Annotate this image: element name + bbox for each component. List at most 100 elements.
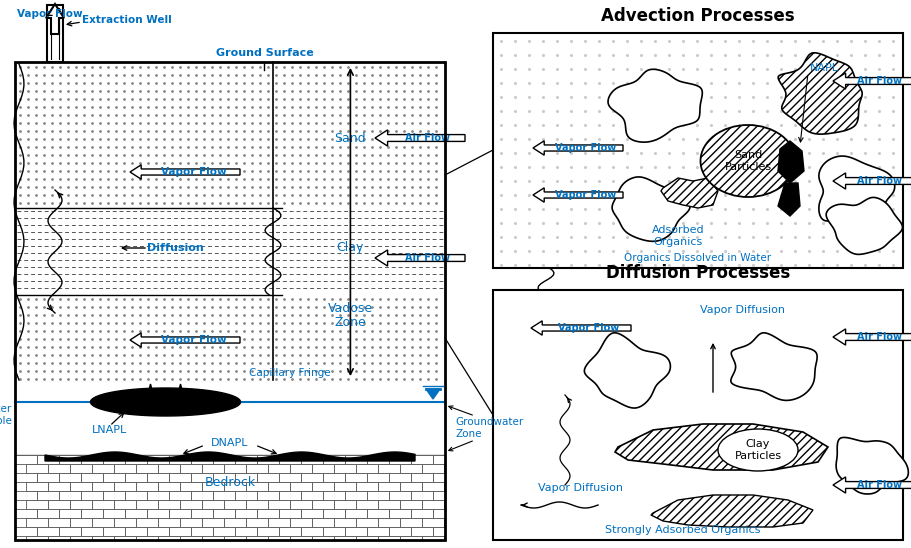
Ellipse shape: [718, 429, 798, 471]
Bar: [257, 473, 279, 482]
Bar: [59, 455, 81, 464]
Bar: [70, 482, 92, 491]
Bar: [202, 536, 224, 540]
Bar: [290, 536, 312, 540]
Bar: [411, 527, 433, 536]
Bar: [312, 518, 334, 527]
Bar: [48, 518, 70, 527]
Bar: [103, 455, 125, 464]
Bar: [422, 536, 444, 540]
Bar: [147, 509, 169, 518]
Bar: [367, 527, 389, 536]
Bar: [202, 482, 224, 491]
Bar: [158, 464, 180, 473]
Text: Groundwater
Table: Groundwater Table: [0, 404, 12, 426]
Bar: [169, 473, 191, 482]
Bar: [213, 473, 235, 482]
Bar: [191, 509, 213, 518]
Bar: [301, 527, 323, 536]
Bar: [224, 464, 246, 473]
Text: Bedrock: Bedrock: [204, 477, 256, 489]
Bar: [312, 536, 334, 540]
Bar: [367, 491, 389, 500]
Bar: [15, 491, 37, 500]
Bar: [158, 500, 180, 509]
Text: Air Flow: Air Flow: [857, 480, 902, 490]
Bar: [15, 402, 445, 455]
Bar: [114, 536, 136, 540]
Bar: [235, 491, 257, 500]
Bar: [158, 482, 180, 491]
Bar: [224, 500, 246, 509]
Bar: [191, 491, 213, 500]
Polygon shape: [833, 477, 911, 493]
Text: Diffusion: Diffusion: [147, 243, 203, 253]
Polygon shape: [612, 177, 690, 241]
Bar: [147, 491, 169, 500]
Text: Advection Processes: Advection Processes: [601, 7, 794, 25]
Polygon shape: [778, 183, 800, 216]
Polygon shape: [661, 178, 718, 208]
Polygon shape: [46, 4, 64, 34]
Text: Vapor Flow: Vapor Flow: [555, 190, 616, 200]
Bar: [493, 33, 903, 268]
Bar: [48, 482, 70, 491]
Text: LNAPL: LNAPL: [92, 425, 128, 435]
Bar: [125, 473, 147, 482]
Bar: [268, 464, 290, 473]
Polygon shape: [146, 384, 156, 404]
Bar: [169, 491, 191, 500]
Bar: [389, 527, 411, 536]
Bar: [81, 509, 103, 518]
Bar: [323, 473, 345, 482]
Bar: [37, 509, 59, 518]
Bar: [191, 527, 213, 536]
Bar: [70, 464, 92, 473]
Bar: [334, 464, 356, 473]
Bar: [103, 509, 125, 518]
Bar: [444, 518, 445, 527]
Bar: [114, 500, 136, 509]
Bar: [301, 509, 323, 518]
Bar: [279, 527, 301, 536]
Bar: [26, 482, 48, 491]
Text: Clay
Particles: Clay Particles: [734, 439, 782, 461]
Text: NAPL: NAPL: [810, 63, 839, 73]
Bar: [92, 500, 114, 509]
Text: Groundwater
Zone: Groundwater Zone: [455, 417, 523, 439]
Bar: [279, 509, 301, 518]
Bar: [345, 491, 367, 500]
Bar: [444, 482, 445, 491]
Bar: [268, 536, 290, 540]
Polygon shape: [833, 329, 911, 345]
Bar: [235, 527, 257, 536]
Polygon shape: [833, 173, 911, 189]
Bar: [433, 491, 445, 500]
Bar: [356, 464, 378, 473]
Bar: [400, 536, 422, 540]
Bar: [301, 491, 323, 500]
Bar: [224, 482, 246, 491]
Bar: [422, 500, 444, 509]
Text: Vapor Flow: Vapor Flow: [161, 335, 227, 345]
Polygon shape: [375, 130, 465, 146]
Bar: [367, 509, 389, 518]
Bar: [125, 455, 147, 464]
Text: Zone: Zone: [334, 317, 366, 329]
Bar: [81, 473, 103, 482]
Bar: [312, 482, 334, 491]
Text: Vapor Diffusion: Vapor Diffusion: [701, 305, 785, 315]
Bar: [158, 536, 180, 540]
Bar: [400, 518, 422, 527]
Bar: [26, 464, 48, 473]
Bar: [257, 491, 279, 500]
Bar: [246, 536, 268, 540]
Bar: [15, 455, 445, 540]
Bar: [147, 455, 169, 464]
Bar: [356, 536, 378, 540]
Polygon shape: [375, 250, 465, 266]
Bar: [48, 500, 70, 509]
Bar: [257, 509, 279, 518]
Bar: [224, 536, 246, 540]
Bar: [26, 536, 48, 540]
